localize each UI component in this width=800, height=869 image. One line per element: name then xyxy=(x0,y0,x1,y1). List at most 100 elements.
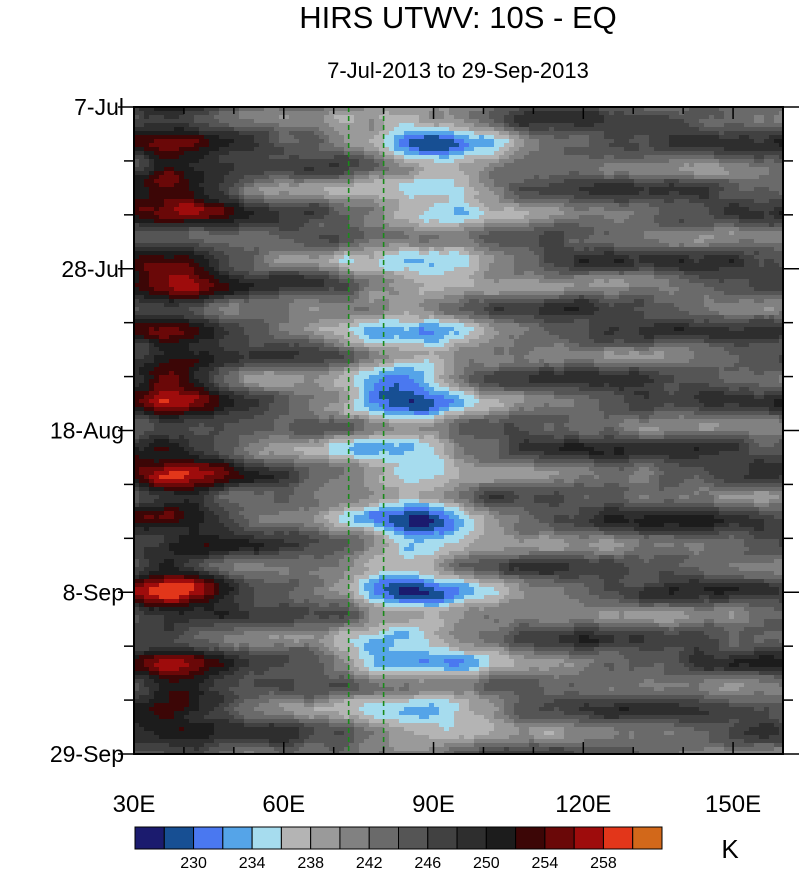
field-cell xyxy=(689,215,695,220)
field-cell xyxy=(419,203,425,208)
field-cell xyxy=(709,143,715,148)
field-cell xyxy=(594,147,600,152)
field-cell xyxy=(454,247,460,252)
field-cell xyxy=(189,167,195,172)
field-cell xyxy=(539,227,545,232)
field-cell xyxy=(624,187,630,192)
field-cell xyxy=(279,143,285,148)
field-cell xyxy=(469,147,475,152)
field-cell xyxy=(389,259,395,264)
field-cell xyxy=(289,207,295,212)
field-cell xyxy=(394,259,400,264)
field-cell xyxy=(544,155,550,160)
field-cell xyxy=(754,175,760,180)
field-cell xyxy=(449,215,455,220)
field-cell xyxy=(489,131,495,136)
field-cell xyxy=(399,127,405,132)
field-cell xyxy=(439,211,445,216)
field-cell xyxy=(559,187,565,192)
field-cell xyxy=(139,163,145,168)
field-cell xyxy=(599,239,605,244)
field-cell xyxy=(294,211,300,216)
field-cell xyxy=(214,115,220,120)
field-cell xyxy=(644,231,650,236)
field-cell xyxy=(349,227,355,232)
field-cell xyxy=(329,163,335,168)
field-cell xyxy=(589,167,595,172)
field-cell xyxy=(534,115,540,120)
field-cell xyxy=(224,111,230,116)
field-cell xyxy=(674,247,680,252)
field-cell xyxy=(349,231,355,236)
field-cell xyxy=(644,195,650,200)
field-cell xyxy=(234,111,240,116)
field-cell xyxy=(394,139,400,144)
field-cell xyxy=(484,167,490,172)
field-cell xyxy=(224,215,230,220)
field-cell xyxy=(384,227,390,232)
field-cell xyxy=(549,175,555,180)
field-cell xyxy=(249,159,255,164)
field-cell xyxy=(214,207,220,212)
field-cell xyxy=(569,215,575,220)
field-cell xyxy=(199,191,205,196)
field-cell xyxy=(554,179,560,184)
field-cell xyxy=(149,255,155,260)
field-cell xyxy=(469,203,475,208)
field-cell xyxy=(319,127,325,132)
field-cell xyxy=(739,239,745,244)
field-cell xyxy=(169,231,175,236)
field-cell xyxy=(574,135,580,140)
field-cell xyxy=(184,167,190,172)
field-cell xyxy=(394,235,400,240)
field-cell xyxy=(484,227,490,232)
field-cell xyxy=(279,211,285,216)
field-cell xyxy=(174,119,180,124)
field-cell xyxy=(674,155,680,160)
field-cell xyxy=(449,143,455,148)
field-cell xyxy=(244,215,250,220)
field-cell xyxy=(369,231,375,236)
field-cell xyxy=(569,175,575,180)
field-cell xyxy=(219,195,225,200)
field-cell xyxy=(394,167,400,172)
field-cell xyxy=(229,247,235,252)
field-cell xyxy=(304,111,310,116)
field-cell xyxy=(629,211,635,216)
field-cell xyxy=(274,123,280,128)
field-cell xyxy=(404,191,410,196)
field-cell xyxy=(164,147,170,152)
field-cell xyxy=(634,183,640,188)
field-cell xyxy=(574,171,580,176)
field-cell xyxy=(239,199,245,204)
field-cell xyxy=(719,243,725,248)
field-cell xyxy=(359,227,365,232)
field-cell xyxy=(474,167,480,172)
field-cell xyxy=(554,255,560,260)
field-cell xyxy=(504,115,510,120)
field-cell xyxy=(199,211,205,216)
field-cell xyxy=(314,255,320,260)
field-cell xyxy=(654,143,660,148)
field-cell xyxy=(184,223,190,228)
field-cell xyxy=(194,147,200,152)
field-cell xyxy=(639,199,645,204)
field-cell xyxy=(294,127,300,132)
field-cell xyxy=(764,151,770,156)
field-cell xyxy=(769,207,775,212)
field-cell xyxy=(769,123,775,128)
field-cell xyxy=(399,139,405,144)
field-cell xyxy=(394,195,400,200)
field-cell xyxy=(179,115,185,120)
field-cell xyxy=(229,135,235,140)
field-cell xyxy=(494,159,500,164)
field-cell xyxy=(329,187,335,192)
field-cell xyxy=(224,155,230,160)
field-cell xyxy=(619,223,625,228)
field-cell xyxy=(329,251,335,256)
field-cell xyxy=(274,147,280,152)
field-cell xyxy=(184,199,190,204)
field-cell xyxy=(314,195,320,200)
field-cell xyxy=(149,235,155,240)
field-cell xyxy=(174,191,180,196)
